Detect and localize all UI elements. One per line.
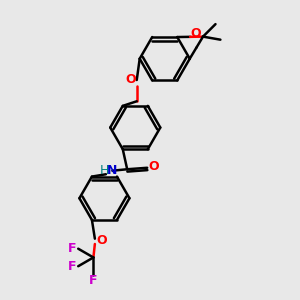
Text: N: N [107,164,118,177]
Text: F: F [68,260,76,273]
Text: F: F [68,242,76,255]
Text: F: F [89,274,98,287]
Text: O: O [148,160,159,173]
Text: O: O [190,27,201,40]
Text: O: O [125,74,136,86]
Text: H: H [100,164,109,177]
Text: O: O [96,234,107,247]
